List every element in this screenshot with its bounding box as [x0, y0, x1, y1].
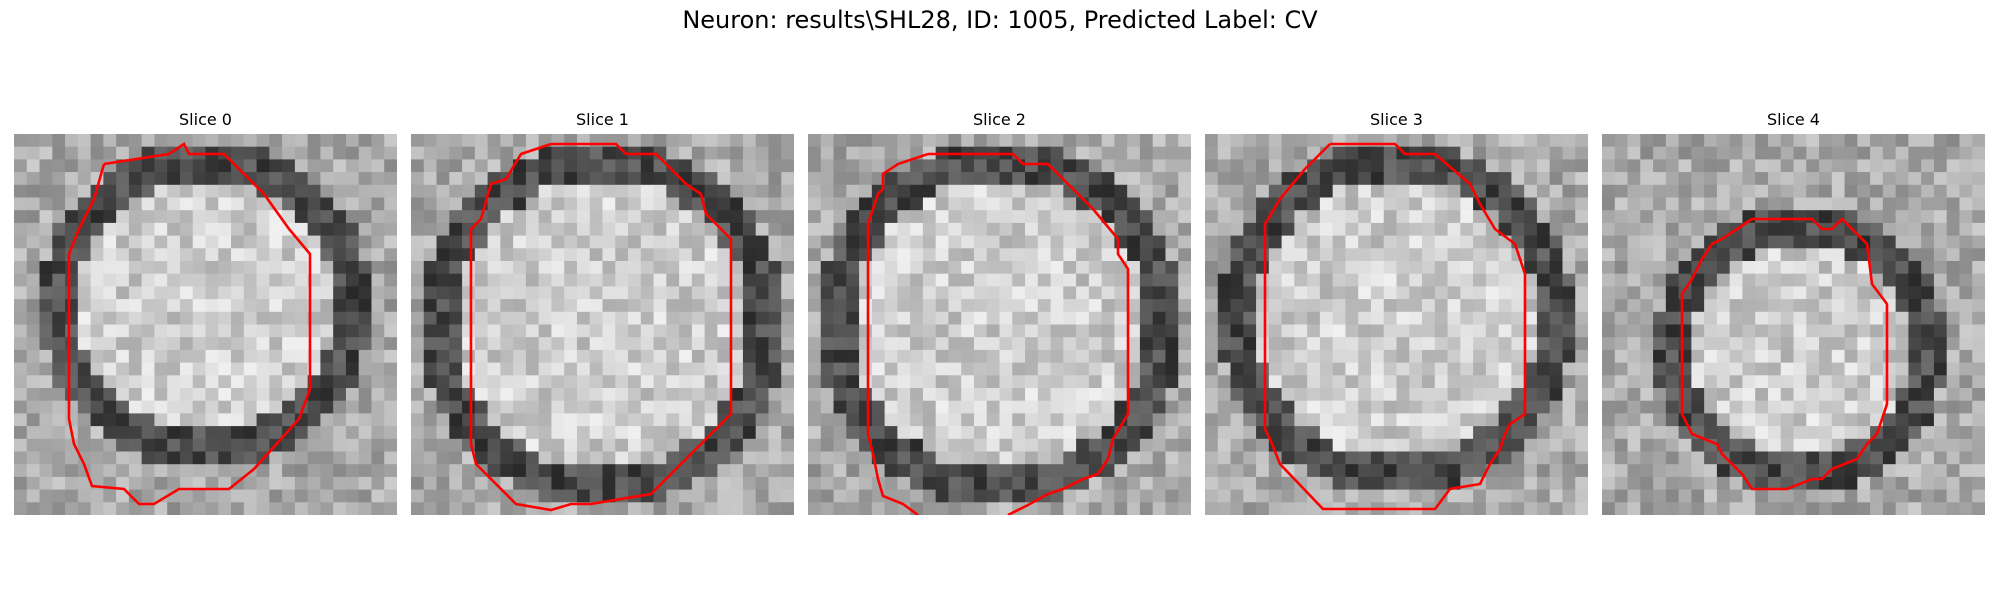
slice-panel-1: Slice 1 [411, 110, 794, 515]
contour-2b [866, 152, 929, 515]
slice-title-2: Slice 2 [973, 110, 1026, 129]
slice-pixels-3 [1205, 134, 1588, 515]
slice-image-1 [411, 134, 794, 515]
slice-title-0: Slice 0 [179, 110, 232, 129]
contour-1 [469, 142, 733, 512]
slice-panel-4: Slice 4 [1602, 110, 1985, 515]
slice-title-1: Slice 1 [576, 110, 629, 129]
slice-title-3: Slice 3 [1370, 110, 1423, 129]
slice-image-4 [1602, 134, 1985, 515]
slice-pixels-4 [1602, 134, 1985, 515]
contour-3 [1263, 142, 1527, 511]
slice-panel-2: Slice 2 [808, 110, 1191, 515]
slice-panel-3: Slice 3 [1205, 110, 1588, 515]
figure-title: Neuron: results\SHL28, ID: 1005, Predict… [682, 6, 1318, 34]
slice-image-2 [808, 134, 1191, 515]
contour-4 [1680, 217, 1889, 491]
slice-pixels-0 [14, 134, 397, 515]
slice-image-0 [14, 134, 397, 515]
contour-2 [928, 152, 1130, 515]
contour-0 [67, 142, 312, 506]
slice-pixels-2 [808, 134, 1191, 515]
slice-title-4: Slice 4 [1767, 110, 1820, 129]
slice-image-3 [1205, 134, 1588, 515]
slice-panel-0: Slice 0 [14, 110, 397, 515]
slice-pixels-1 [411, 134, 794, 515]
